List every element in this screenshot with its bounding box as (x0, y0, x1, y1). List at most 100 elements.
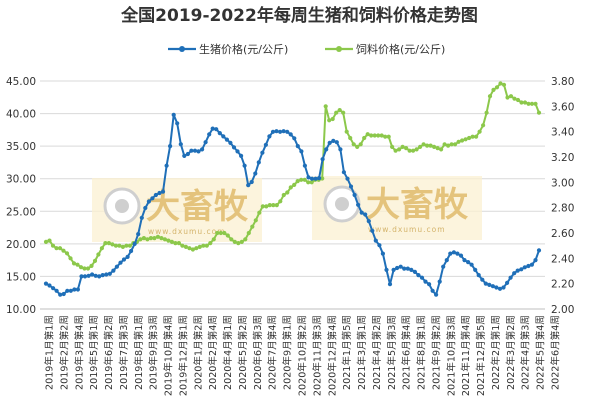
data-point (271, 203, 276, 208)
data-point (299, 177, 304, 182)
data-point (89, 263, 94, 268)
y-right-tick: 3.00 (551, 177, 574, 189)
data-point (480, 277, 485, 282)
data-point (455, 251, 460, 256)
y-right-tick: 2.20 (551, 279, 574, 291)
data-point (337, 108, 342, 113)
data-point (214, 127, 219, 132)
data-point (176, 241, 181, 246)
data-point (306, 175, 311, 180)
data-point (243, 237, 248, 242)
data-point (456, 139, 461, 144)
watermark-text: 大畜牧 (366, 185, 469, 225)
data-point (341, 170, 346, 175)
data-point (453, 142, 458, 147)
data-point (121, 257, 127, 262)
data-point (270, 129, 276, 134)
data-point (295, 144, 300, 149)
x-tick-label: 2020年10月第2周 (297, 315, 309, 396)
data-point (159, 236, 164, 241)
data-point (132, 241, 137, 246)
data-point (71, 261, 77, 266)
data-point (474, 134, 479, 139)
data-point (536, 248, 542, 253)
data-point (92, 258, 98, 263)
series-feed-price (43, 81, 542, 271)
data-point (185, 151, 190, 157)
data-point (402, 266, 407, 271)
data-point (533, 258, 538, 263)
y-left-tick: 45.00 (6, 76, 36, 88)
data-point (501, 285, 506, 290)
x-tick-label: 2021年9月第2周 (430, 315, 442, 390)
x-tick-label: 2020年2月第4周 (207, 315, 219, 390)
data-point (246, 183, 251, 188)
data-point (362, 135, 367, 141)
data-point (352, 192, 357, 198)
chart-title: 全国2019-2022年每周生猪和饲料价格走势图 (120, 5, 478, 26)
watermark-url: www.dxumu.com (148, 227, 226, 236)
data-point (306, 180, 311, 185)
data-point (150, 196, 155, 201)
watermark-url: www.dxumu.com (368, 225, 446, 234)
x-tick-label: 2020年4月第1周 (222, 315, 234, 390)
watermark-logo-dot (115, 199, 129, 213)
data-point (250, 224, 255, 229)
x-tick-label: 2022年6月第4周 (550, 315, 562, 390)
x-axis: 2019年1月第1周 2019年2月第2周 2019年3月第4周 2019年5月第1周… (40, 308, 562, 396)
data-point (189, 148, 194, 153)
data-point (104, 272, 109, 277)
data-point (231, 145, 237, 150)
data-point (313, 176, 318, 181)
y-left-tick: 35.00 (6, 141, 36, 153)
data-point (292, 182, 297, 187)
data-point (129, 248, 134, 254)
data-point (446, 143, 451, 148)
x-tick-label: 2021年10月第3周 (445, 315, 457, 396)
x-tick-label: 2022年5月第4周 (535, 315, 547, 390)
x-tick-label: 2021年4月第2周 (371, 315, 383, 390)
x-tick-label: 2020年12月第4周 (326, 315, 338, 396)
data-point (323, 104, 328, 109)
data-point (391, 267, 396, 272)
data-point (228, 140, 233, 145)
data-point (153, 192, 158, 198)
data-point (257, 210, 262, 215)
data-point (407, 148, 412, 153)
x-tick-label: 2021年8月第1周 (416, 315, 428, 390)
data-point (519, 267, 524, 272)
data-point (103, 241, 108, 246)
data-point (54, 288, 59, 293)
data-point (331, 138, 336, 143)
x-tick-label: 2019年12月第1周 (177, 315, 189, 396)
data-point (160, 189, 166, 194)
x-tick-label: 2022年2月第1周 (490, 315, 502, 390)
data-point (124, 243, 129, 248)
data-point (505, 280, 510, 285)
y-right-tick: 2.80 (551, 203, 574, 215)
data-point (419, 275, 425, 280)
data-point (317, 176, 322, 181)
data-point (348, 184, 354, 189)
data-point (242, 163, 247, 168)
x-tick-label: 2021年3月第1周 (356, 315, 368, 390)
data-point (136, 232, 141, 237)
data-point (380, 251, 385, 256)
data-point (178, 142, 183, 147)
data-point (78, 265, 84, 270)
data-point (68, 288, 73, 293)
data-point (249, 179, 254, 185)
data-point (200, 147, 205, 152)
data-point (281, 192, 286, 198)
data-point (421, 142, 426, 147)
x-tick-label: 2020年1月第2周 (192, 315, 204, 390)
data-point (366, 219, 371, 224)
data-point (239, 153, 244, 158)
legend-label-pig: 生猪价格(元/公斤) (199, 42, 288, 56)
x-tick-label: 2021年12月第5周 (475, 315, 487, 396)
data-point (414, 147, 419, 152)
x-tick-label: 2021年6月第4周 (401, 315, 413, 390)
data-point (355, 144, 360, 149)
data-point (155, 234, 160, 239)
data-point (54, 246, 59, 251)
